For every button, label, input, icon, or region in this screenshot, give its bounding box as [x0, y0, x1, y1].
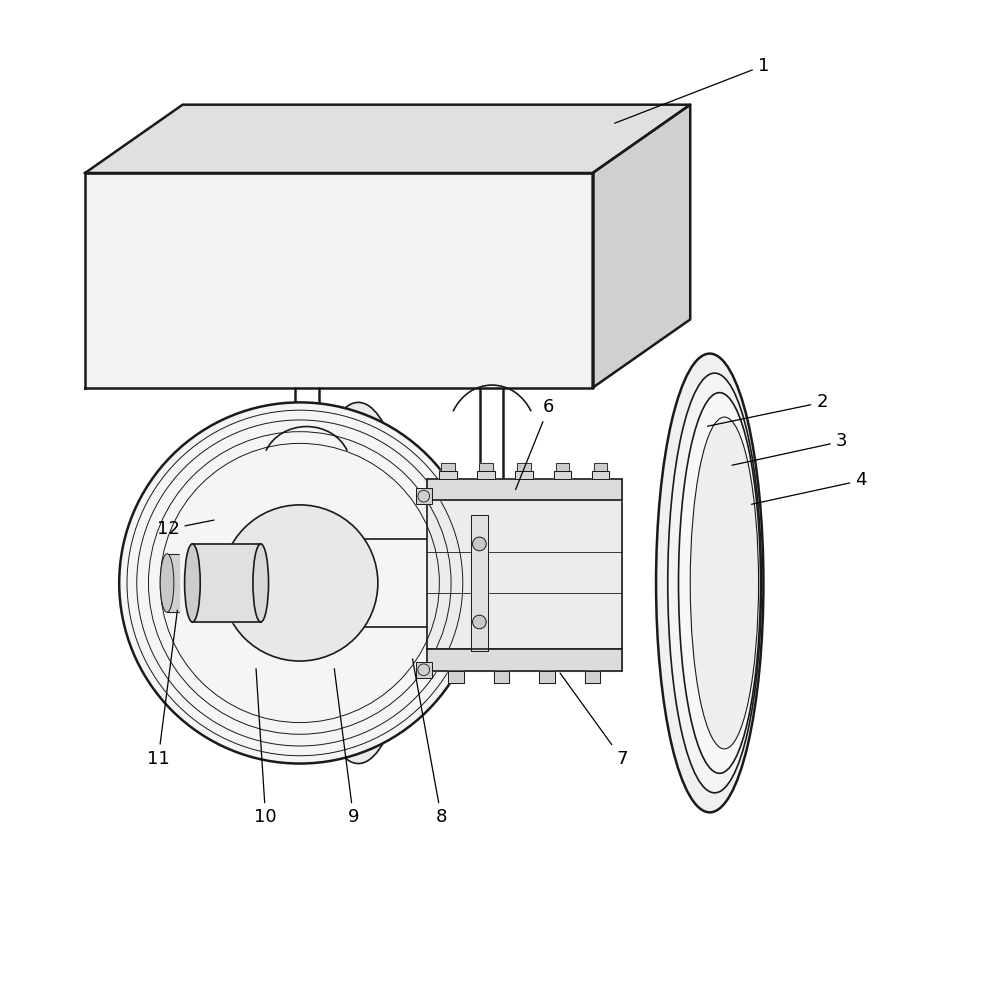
- Ellipse shape: [160, 554, 174, 612]
- Polygon shape: [427, 479, 622, 500]
- Ellipse shape: [656, 354, 763, 812]
- Polygon shape: [479, 463, 493, 471]
- Text: 12: 12: [156, 520, 214, 538]
- Text: 3: 3: [732, 432, 847, 465]
- Polygon shape: [518, 463, 531, 471]
- Polygon shape: [592, 471, 609, 479]
- Text: 11: 11: [147, 610, 177, 768]
- Ellipse shape: [305, 402, 412, 764]
- Polygon shape: [167, 554, 179, 612]
- Polygon shape: [85, 173, 593, 388]
- Polygon shape: [440, 471, 457, 479]
- Ellipse shape: [690, 417, 758, 749]
- Text: 6: 6: [516, 398, 554, 490]
- Ellipse shape: [184, 544, 200, 622]
- Text: 10: 10: [254, 669, 277, 826]
- Polygon shape: [540, 671, 554, 683]
- Polygon shape: [553, 471, 571, 479]
- Ellipse shape: [668, 373, 761, 793]
- Polygon shape: [85, 105, 690, 173]
- Text: 2: 2: [708, 393, 828, 426]
- Polygon shape: [494, 671, 509, 683]
- Polygon shape: [470, 515, 488, 651]
- Polygon shape: [516, 471, 533, 479]
- Ellipse shape: [252, 544, 268, 622]
- Polygon shape: [427, 500, 622, 649]
- Text: 1: 1: [615, 57, 769, 123]
- Polygon shape: [448, 671, 463, 683]
- Polygon shape: [427, 649, 622, 671]
- FancyBboxPatch shape: [416, 662, 432, 678]
- Polygon shape: [353, 539, 612, 627]
- Circle shape: [472, 615, 486, 629]
- Polygon shape: [593, 105, 690, 388]
- Polygon shape: [442, 463, 455, 471]
- Ellipse shape: [678, 393, 760, 773]
- Text: 8: 8: [413, 659, 447, 826]
- Polygon shape: [477, 471, 495, 479]
- Polygon shape: [585, 671, 600, 683]
- FancyBboxPatch shape: [416, 488, 432, 504]
- Text: 9: 9: [335, 669, 359, 826]
- Circle shape: [472, 537, 486, 551]
- Polygon shape: [594, 463, 607, 471]
- Text: 7: 7: [560, 673, 628, 768]
- Text: 4: 4: [751, 471, 867, 504]
- Polygon shape: [555, 463, 569, 471]
- Ellipse shape: [119, 402, 480, 764]
- Ellipse shape: [222, 505, 378, 661]
- Polygon shape: [192, 544, 260, 622]
